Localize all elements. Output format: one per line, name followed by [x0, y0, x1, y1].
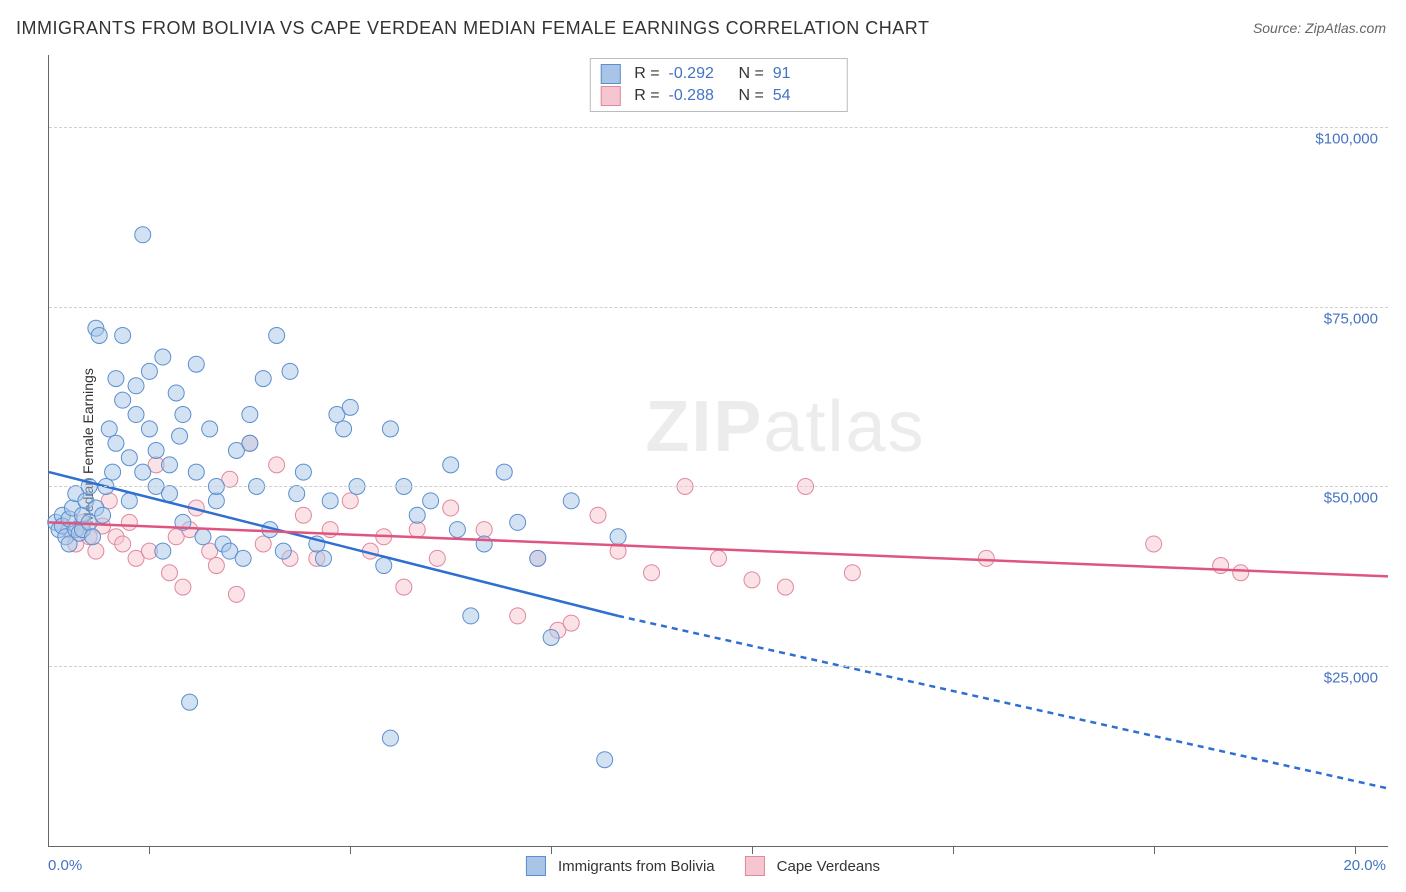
x-tick	[1154, 846, 1155, 854]
y-tick-label: $25,000	[1324, 670, 1378, 687]
x-tick	[149, 846, 150, 854]
bottom-legend: Immigrants from Bolivia Cape Verdeans	[526, 856, 880, 876]
x-tick	[752, 846, 753, 854]
x-tick	[350, 846, 351, 854]
swatch-bolivia	[600, 64, 620, 84]
stats-legend-box: R = -0.292 N = 91 R = -0.288 N = 54	[589, 58, 847, 112]
gridline	[49, 486, 1388, 487]
scatter-plot-svg	[49, 55, 1388, 846]
stats-row-capeverdean: R = -0.288 N = 54	[600, 85, 832, 107]
legend-item-bolivia: Immigrants from Bolivia	[526, 856, 715, 876]
source-attribution: Source: ZipAtlas.com	[1253, 20, 1386, 36]
chart-plot-area: ZIPatlas R = -0.292 N = 91 R = -0.288 N …	[48, 55, 1388, 847]
x-tick	[1355, 846, 1356, 854]
chart-title: IMMIGRANTS FROM BOLIVIA VS CAPE VERDEAN …	[16, 18, 929, 39]
legend-label-bolivia: Immigrants from Bolivia	[558, 858, 715, 875]
x-tick	[953, 846, 954, 854]
legend-label-capeverdean: Cape Verdeans	[777, 858, 880, 875]
stats-row-bolivia: R = -0.292 N = 91	[600, 63, 832, 85]
gridline	[49, 307, 1388, 308]
swatch-capeverdean	[600, 86, 620, 106]
gridline	[49, 666, 1388, 667]
x-axis-max-label: 20.0%	[1343, 857, 1386, 874]
y-tick-label: $75,000	[1324, 310, 1378, 327]
legend-swatch-bolivia	[526, 856, 546, 876]
legend-swatch-capeverdean	[745, 856, 765, 876]
y-tick-label: $100,000	[1315, 130, 1378, 147]
gridline	[49, 127, 1388, 128]
x-axis-min-label: 0.0%	[48, 857, 82, 874]
legend-item-capeverdean: Cape Verdeans	[745, 856, 880, 876]
y-tick-label: $50,000	[1324, 490, 1378, 507]
x-tick	[551, 846, 552, 854]
